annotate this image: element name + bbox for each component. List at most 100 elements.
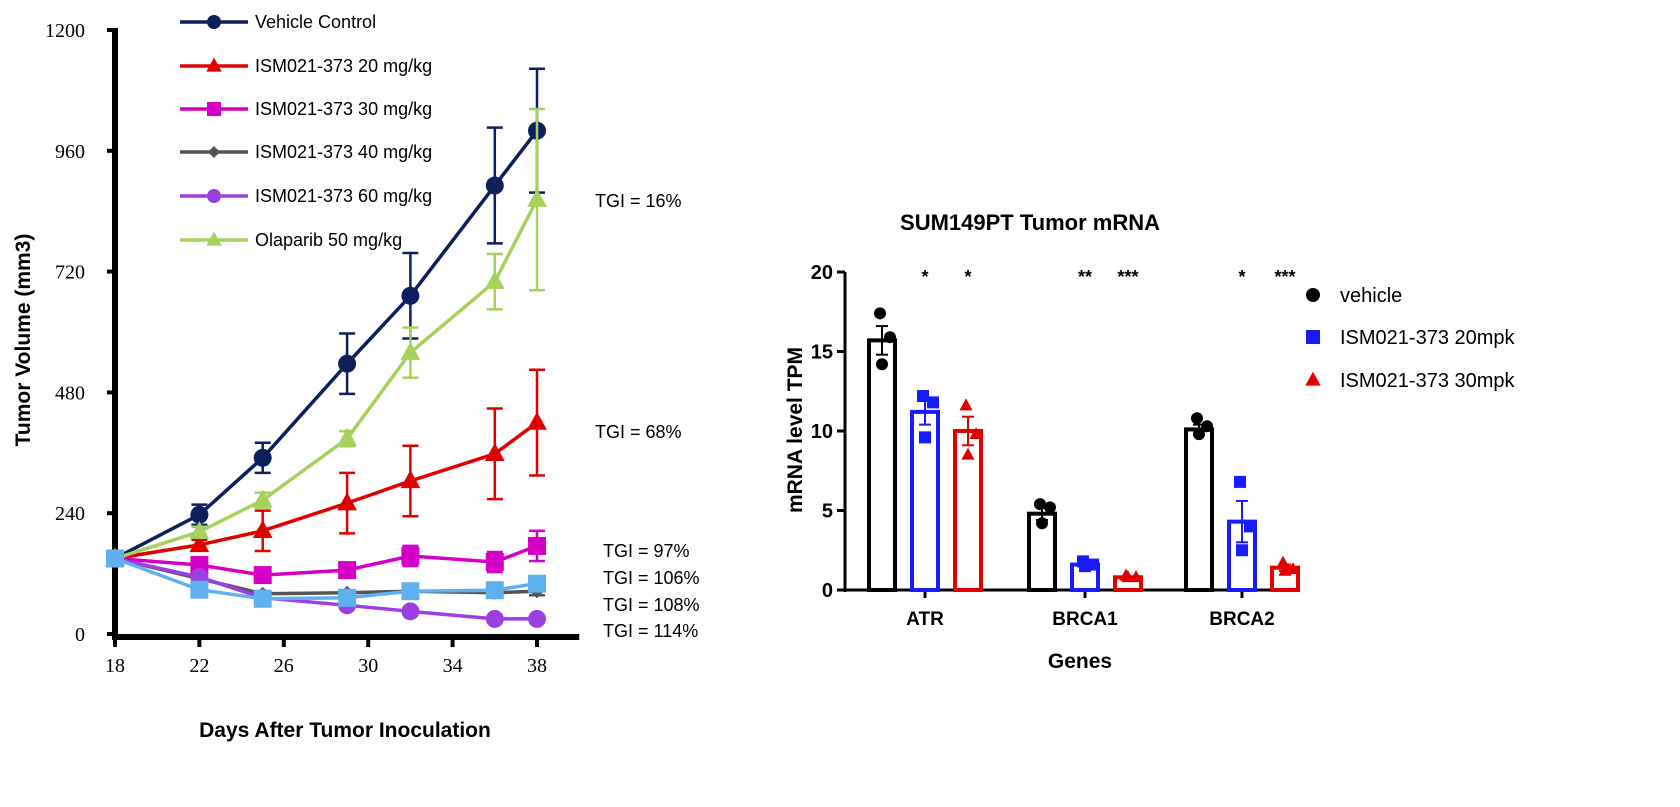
y-tick-label: 5 (822, 501, 833, 523)
legend-marker (1306, 288, 1320, 302)
significance-marker: * (964, 267, 971, 287)
x-tick-label: 18 (105, 655, 125, 677)
chart-title: SUM149PT Tumor mRNA (900, 210, 1160, 235)
tumor-volume-chart: 0 240 480 720 960 1200 18 22 26 30 34 38 Days After … (12, 12, 700, 742)
series-ism021-373-30mpk: * *** *** (953, 267, 1300, 593)
y-tick-label: 240 (55, 503, 85, 525)
data-point (252, 489, 273, 508)
series-vehicle (867, 307, 1214, 592)
x-tick-label: 38 (527, 655, 547, 677)
data-point (1079, 560, 1091, 573)
data-point (969, 426, 983, 439)
series-vehicle-control (106, 67, 546, 568)
series-ism021-373-20-mg-kg (105, 368, 547, 566)
data-point (884, 331, 896, 344)
data-point (190, 580, 209, 599)
category-label: BRCA1 (1052, 609, 1118, 630)
data-point (1193, 428, 1205, 441)
tgi-annotation: TGI = 106% (603, 568, 700, 588)
legend-marker (206, 57, 222, 72)
legend-label: ISM021-373 20 mg/kg (255, 56, 432, 76)
data-point (401, 546, 420, 565)
data-point (338, 354, 357, 373)
data-point (485, 176, 504, 195)
legend: vehicle ISM021-373 20mpk ISM021-373 30mpk (1305, 285, 1516, 392)
data-point (528, 536, 546, 555)
data-point (253, 566, 272, 585)
data-point (1236, 544, 1248, 557)
x-tick-label: 30 (358, 655, 378, 677)
legend-label: ISM021-373 20mpk (1340, 327, 1516, 349)
data-point (401, 582, 420, 601)
data-point (338, 588, 357, 607)
significance-marker: * (1238, 267, 1245, 287)
legend-marker (206, 231, 222, 246)
data-point (527, 188, 547, 207)
y-tick-label: 20 (811, 262, 833, 284)
data-point (484, 443, 505, 462)
data-point (919, 431, 931, 444)
data-point (338, 561, 357, 580)
legend-marker (207, 102, 221, 116)
data-point (927, 396, 939, 409)
data-point (1121, 570, 1135, 583)
x-tick-label: 22 (189, 655, 209, 677)
series-ism021-373-20mpk: * ** * (910, 267, 1257, 593)
y-tick-label: 0 (75, 624, 85, 646)
y-tick-label: 10 (811, 421, 833, 443)
significance-marker: ** (1078, 267, 1092, 287)
data-point (400, 341, 421, 360)
y-tick-label: 0 (822, 580, 833, 602)
legend-label: ISM021-373 30 mg/kg (255, 99, 432, 119)
legend: Vehicle Control ISM021-373 20 mg/kg ISM021… (180, 12, 432, 250)
y-axis-label: Tumor Volume (mm3) (12, 234, 35, 447)
x-tick-label: 26 (274, 655, 294, 677)
mrna-bar-chart: SUM149PT Tumor mRNA 0 5 10 15 20 mRNA level TP… (784, 210, 1516, 673)
y-tick-label: 960 (55, 141, 85, 163)
data-point (485, 609, 504, 628)
data-point (1034, 498, 1046, 511)
legend-marker (208, 146, 220, 158)
data-point (1286, 562, 1300, 575)
legend-marker (207, 15, 221, 29)
tgi-annotation: TGI = 16% (595, 191, 682, 211)
data-point (1276, 555, 1290, 568)
bar (1184, 427, 1214, 592)
legend-label: Olaparib 50 mg/kg (255, 230, 402, 250)
data-point (874, 307, 886, 320)
data-point (917, 390, 929, 403)
x-axis-label: Genes (1048, 650, 1112, 673)
data-point (1191, 412, 1203, 425)
data-point (401, 602, 420, 621)
legend-marker (1306, 330, 1320, 344)
series-olaparib-50-mg-kg (105, 107, 547, 566)
category-label: ATR (906, 609, 944, 630)
series-line (114, 556, 537, 621)
data-point (253, 448, 272, 467)
legend-label: vehicle (1340, 285, 1402, 307)
data-point (959, 398, 973, 411)
y-tick-label: 15 (811, 342, 833, 364)
y-tick-label: 480 (55, 382, 85, 404)
data-point (528, 609, 546, 628)
data-point (961, 447, 975, 460)
legend-label: ISM021-373 60 mg/kg (255, 186, 432, 206)
data-point (400, 470, 421, 489)
data-point (485, 553, 504, 572)
series-unlabeled (106, 549, 546, 608)
tgi-annotation: TGI = 114% (603, 621, 698, 641)
y-tick-label: 720 (55, 262, 85, 284)
data-point (1201, 420, 1213, 433)
legend-label: ISM021-373 30mpk (1340, 370, 1516, 392)
data-point (337, 427, 357, 446)
data-point (485, 581, 504, 600)
data-point (190, 505, 209, 524)
legend-label: Vehicle Control (255, 12, 376, 32)
legend-label: ISM021-373 40 mg/kg (255, 142, 432, 162)
data-point (1044, 501, 1056, 514)
data-point (401, 286, 420, 305)
series-line (114, 198, 539, 561)
data-point (189, 534, 210, 553)
data-point (106, 549, 124, 568)
